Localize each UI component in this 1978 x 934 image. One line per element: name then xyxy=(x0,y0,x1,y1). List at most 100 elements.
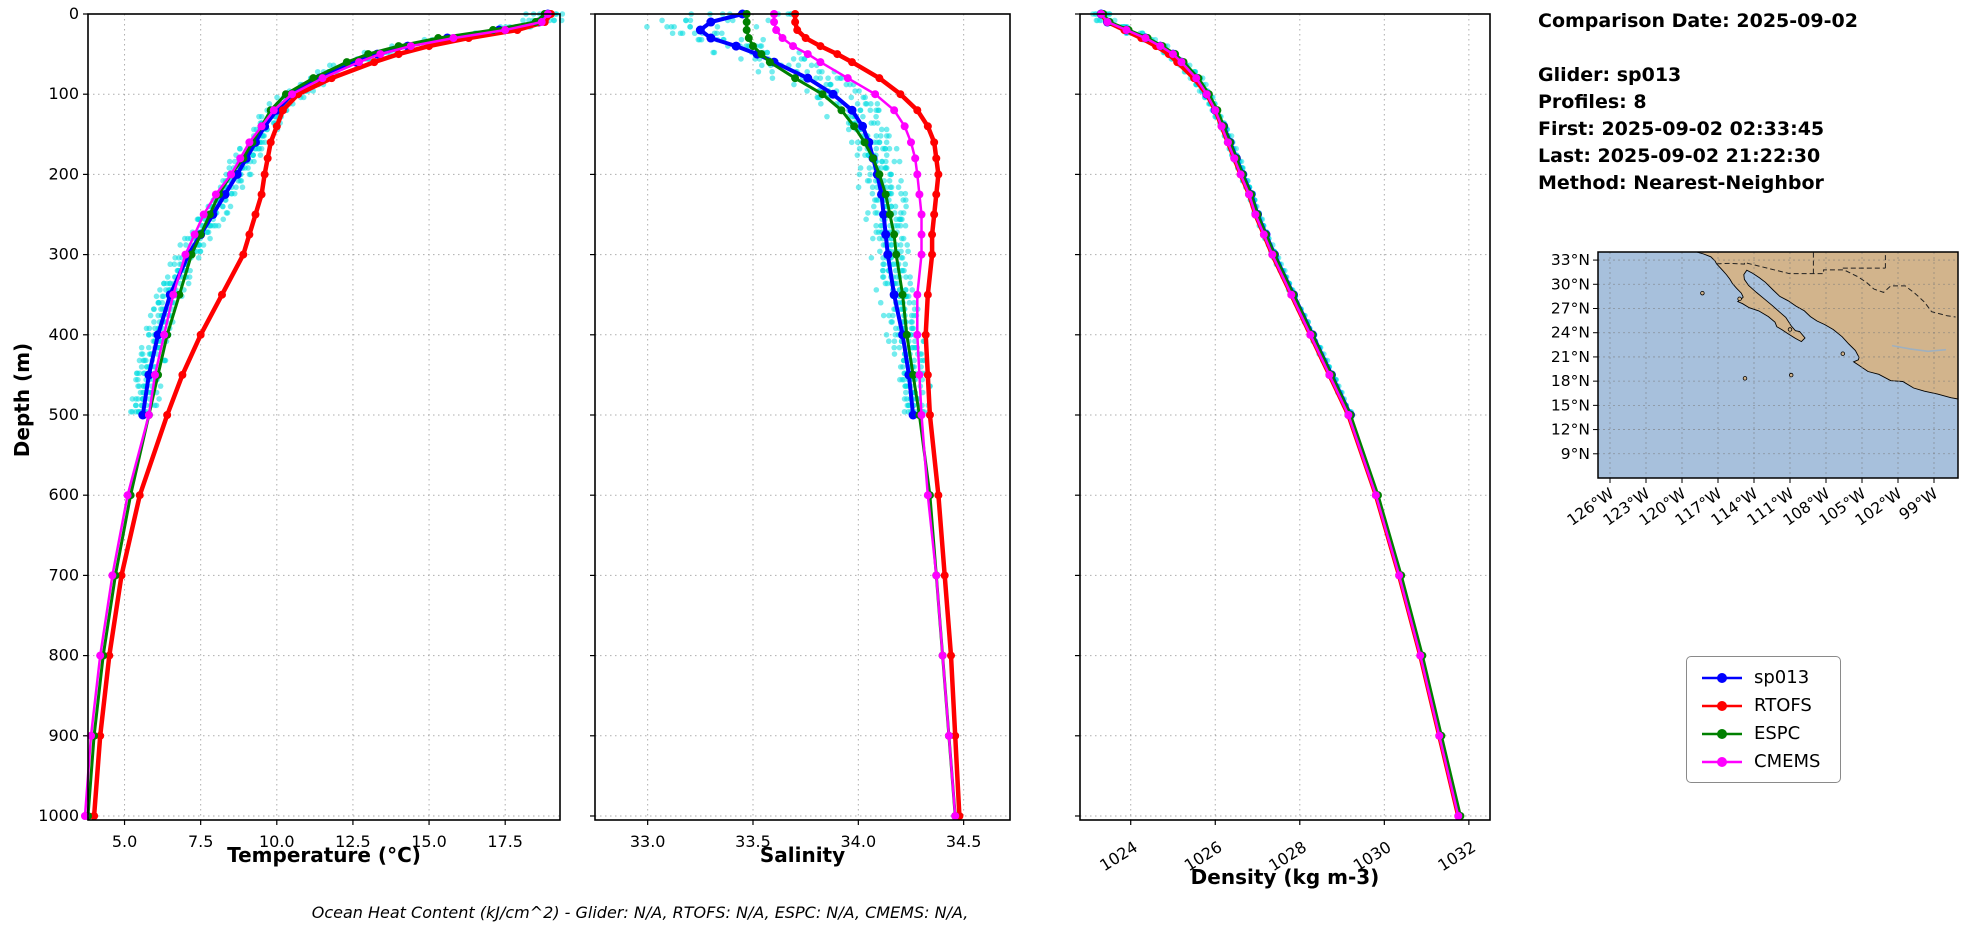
salinity-profile-panel: 33.0 33.5 34.0 34.5 Salinity xyxy=(590,9,1011,867)
temperature-profile-panel: 5.0 7.5 10.0 12.5 15.0 17.5 0 100 200 300 400 500 60… xyxy=(38,4,566,867)
glider-raw-point xyxy=(869,190,876,197)
profile-marker-CMEMS xyxy=(871,90,880,99)
profile-marker-CMEMS xyxy=(906,138,915,147)
profile-marker-RTOFS xyxy=(848,58,857,67)
legend-line-marker-icon xyxy=(1702,672,1742,683)
glider-raw-point xyxy=(877,299,884,306)
profile-marker-RTOFS xyxy=(923,290,932,299)
glider-raw-point xyxy=(827,81,833,88)
profile-marker-RTOFS xyxy=(875,74,884,83)
glider-raw-point xyxy=(876,139,883,146)
legend-entry-sp013: sp013 xyxy=(1701,667,1820,688)
profiles-count-text: Profiles: 8 xyxy=(1538,91,1647,113)
glider-raw-point xyxy=(157,287,163,293)
glider-raw-point xyxy=(891,338,898,345)
profile-marker-ESPC xyxy=(757,50,766,59)
map-island xyxy=(1742,376,1748,381)
glider-raw-point xyxy=(893,145,900,152)
profile-marker-CMEMS xyxy=(80,811,89,820)
glider-raw-point xyxy=(857,107,864,114)
glider-raw-point xyxy=(314,68,321,75)
glider-raw-point xyxy=(852,88,858,94)
glider-raw-point xyxy=(795,62,802,69)
glider-raw-point xyxy=(152,325,158,332)
glider-raw-point xyxy=(874,210,881,216)
glider-raw-point xyxy=(138,364,145,370)
profile-marker-CMEMS xyxy=(211,190,220,199)
profile-marker-RTOFS xyxy=(793,26,802,35)
profile-marker-CMEMS xyxy=(269,106,278,115)
glider-raw-point xyxy=(857,165,864,171)
profile-marker-CMEMS xyxy=(772,26,781,35)
glider-raw-point xyxy=(160,280,167,287)
glider-raw-point xyxy=(879,274,886,280)
profile-marker-RTOFS xyxy=(105,651,114,660)
profile-marker-CMEMS xyxy=(1230,154,1239,163)
glider-raw-point xyxy=(845,126,852,133)
glider-raw-point xyxy=(898,210,904,216)
profile-line-ESPC xyxy=(1101,12,1462,818)
profile-marker-CMEMS xyxy=(1168,50,1177,59)
glider-raw-point xyxy=(886,178,893,184)
map-lat-label: 30°N xyxy=(1551,275,1590,293)
glider-raw-point xyxy=(237,145,243,152)
glider-raw-point xyxy=(878,126,885,133)
profile-marker-ESPC xyxy=(892,250,901,259)
glider-raw-point xyxy=(865,210,871,216)
glider-raw-point xyxy=(877,248,883,255)
glider-raw-point xyxy=(856,145,863,152)
glider-raw-point xyxy=(132,402,139,409)
glider-raw-point xyxy=(195,255,202,261)
glider-raw-point xyxy=(135,396,141,402)
glider-raw-point xyxy=(164,274,171,280)
glider-raw-point xyxy=(883,133,890,139)
map-lon-label: 99°W xyxy=(1896,485,1941,524)
profile-marker-sp013 xyxy=(731,41,741,51)
method-text: Method: Nearest-Neighbor xyxy=(1538,172,1824,194)
glider-raw-point xyxy=(911,357,918,364)
glider-raw-point xyxy=(696,36,703,43)
profile-marker-ESPC xyxy=(205,210,214,219)
profile-marker-CMEMS xyxy=(406,42,415,51)
glider-raw-point xyxy=(909,287,916,293)
axes-frame xyxy=(1079,13,1491,821)
glider-raw-point xyxy=(854,139,861,146)
profile-marker-CMEMS xyxy=(944,731,953,740)
legend-sample-marker xyxy=(1717,756,1727,767)
profile-marker-ESPC xyxy=(902,330,911,339)
glider-raw-point xyxy=(171,261,178,268)
glider-raw-point xyxy=(909,325,916,332)
map-island xyxy=(1840,351,1845,356)
glider-raw-point xyxy=(819,68,825,75)
legend-line-marker-icon xyxy=(1702,728,1742,739)
glider-raw-point xyxy=(207,235,213,242)
profile-marker-CMEMS xyxy=(913,290,922,299)
glider-raw-point xyxy=(136,370,143,377)
profile-line-CMEMS xyxy=(1099,12,1460,818)
profile-marker-sp013 xyxy=(220,189,230,199)
legend-entry-espc: ESPC xyxy=(1701,723,1820,744)
glider-raw-point xyxy=(903,389,909,396)
glider-raw-point xyxy=(886,145,893,152)
glider-raw-point xyxy=(873,113,879,120)
glider-raw-point xyxy=(231,158,238,165)
glider-raw-point xyxy=(156,396,162,402)
legend-entry-rtofs: RTOFS xyxy=(1701,695,1820,716)
glider-raw-point xyxy=(874,101,881,107)
glider-raw-point xyxy=(798,56,805,62)
glider-raw-point xyxy=(671,24,677,30)
glider-raw-point xyxy=(791,81,797,88)
profile-marker-CMEMS xyxy=(355,58,364,67)
profile-marker-CMEMS xyxy=(1103,18,1112,27)
glider-raw-point xyxy=(129,396,136,402)
glider-raw-point xyxy=(883,152,890,158)
glider-raw-point xyxy=(868,255,875,261)
profile-marker-CMEMS xyxy=(449,34,458,43)
glider-raw-point xyxy=(200,242,207,248)
glider-raw-point xyxy=(755,68,762,75)
glider-raw-point xyxy=(133,408,139,415)
y-tick-label: 600 xyxy=(48,485,79,504)
profile-marker-CMEMS xyxy=(150,370,159,379)
profile-marker-RTOFS xyxy=(278,106,287,115)
y-tick-label: 200 xyxy=(48,164,79,183)
